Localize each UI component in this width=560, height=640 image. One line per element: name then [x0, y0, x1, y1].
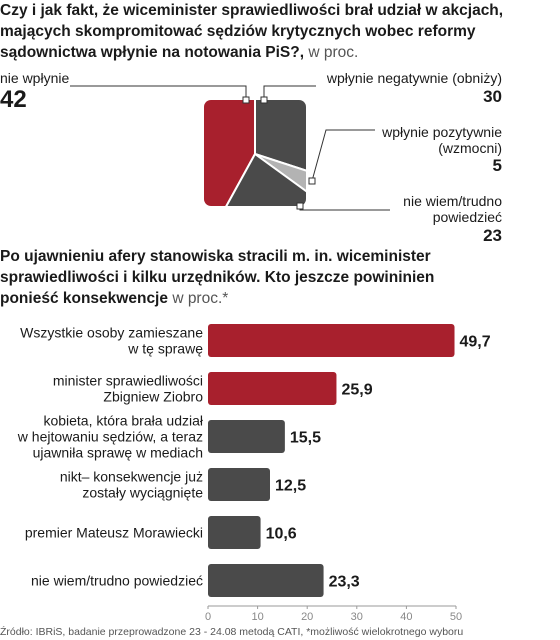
pie-slice-2 [254, 100, 306, 190]
bar-category-label-5-line-1: premier Mateusz Morawiecki [25, 525, 203, 541]
leader-dot-negatywnie [260, 96, 268, 104]
source-note: Źródło: IBRiS, badanie przeprowadzone 23… [0, 626, 464, 638]
bar-category-label-1-line-1: Wszystkie osoby zamieszane [20, 325, 203, 341]
leader-line-negatywnie [263, 85, 316, 100]
pie-slice-1 [204, 100, 256, 206]
bar-category-label-2-line-1: minister sprawiedliwości [53, 373, 203, 389]
x-tick-label-1: 0 [205, 611, 211, 622]
bar-category-label-4-line-1: nikt– konsekwencje już [60, 469, 203, 485]
pie-leader-dots [242, 96, 316, 210]
pie-value-negatywnie: 30 [483, 87, 502, 106]
leader-line-nie-wplynie [70, 85, 247, 100]
pie-slice-3 [254, 153, 306, 206]
bar-3 [208, 420, 285, 453]
bar-category-label-3-line-1: kobieta, która brała udział [43, 413, 203, 429]
bar-value-label-2: 25,9 [341, 382, 372, 399]
pie-label-nie-wplynie: nie wpłynie [0, 70, 70, 86]
bar-title-line-3: ponieść konsekwencje [0, 290, 168, 307]
pie-label-nie-wiem: nie wiem/trudno powiedzieć [403, 193, 502, 225]
bar-value-label-1: 49,7 [460, 334, 491, 351]
bar-2 [208, 372, 337, 405]
bar-value-label-3: 15,5 [290, 430, 321, 447]
x-tick-label-5: 40 [400, 611, 412, 622]
bar-category-label-1-line-2: w tę sprawę [127, 341, 203, 357]
pie-unit: w proc. [308, 44, 359, 61]
bar-title-line-2: sprawiedliwości i kilku urzędników. Kto … [0, 269, 435, 286]
pie-chart-title: Czy i jak fakt, że wiceminister sprawied… [0, 0, 560, 63]
bar-4 [208, 468, 270, 501]
bar-5 [208, 516, 261, 549]
bar-value-label-6: 23,3 [329, 574, 360, 591]
pie-label-pozytywnie-line-1: wpłynie pozytywnie [382, 124, 502, 140]
bar-value-label-4: 12,5 [275, 478, 306, 495]
bar-category-label-3-line-2: w hejtowaniu sędziów, a teraz [17, 429, 203, 445]
x-tick-label-2: 10 [251, 611, 263, 622]
pie-value-nie-wplynie: 42 [0, 86, 27, 113]
pie-title-line-2: mających skompromitować sędziów krytyczn… [0, 23, 476, 40]
pie-title-line-3: sądownictwa wpłynie na notowania PiS?, [0, 44, 305, 61]
x-tick-label-3: 20 [301, 611, 313, 622]
pie-value-pozytywnie: 5 [492, 156, 502, 175]
bar-category-label-3-line-3: ujawniła sprawę w mediach [33, 445, 203, 461]
leader-line-nie-wiem [299, 206, 390, 211]
bar-1 [208, 324, 455, 357]
pie-label-nie-wiem-line-2: powiedzieć [432, 209, 502, 225]
bar-value-label-5: 10,6 [266, 526, 297, 543]
bar-title-line-1: Po ujawnieniu afery stanowiska stracili … [0, 248, 431, 265]
pie-value-nie-wiem: 23 [483, 226, 502, 245]
pie-slices [204, 100, 306, 206]
pie-chart [70, 85, 390, 211]
bar-chart-title: Po ujawnieniu afery stanowiska stracili … [0, 246, 560, 309]
pie-label-pozytywnie-line-2: (wzmocni) [438, 140, 502, 156]
leader-dot-nie-wiem [296, 202, 304, 210]
leader-line-pozytywnie [311, 129, 375, 182]
bar-category-label-6-line-1: nie wiem/trudno powiedzieć [31, 573, 203, 589]
leader-dot-nie-wplynie [242, 96, 250, 104]
pie-label-negatywnie: wpłynie negatywnie (obniży) [326, 70, 502, 86]
leader-dot-pozytywnie [308, 177, 316, 185]
pie-label-nie-wiem-line-1: nie wiem/trudno [403, 193, 502, 209]
pie-label-pozytywnie: wpłynie pozytywnie (wzmocni) [382, 124, 502, 156]
x-tick-label-4: 30 [351, 611, 363, 622]
bar-category-label-4-line-2: zostały wyciągnięte [82, 485, 203, 501]
pie-title-line-1: Czy i jak fakt, że wiceminister sprawied… [0, 2, 504, 19]
bar-unit: w proc.* [172, 290, 229, 307]
bar-6 [208, 564, 324, 597]
x-tick-label-6: 50 [450, 611, 462, 622]
bar-category-label-2-line-2: Zbigniew Ziobro [103, 389, 203, 405]
